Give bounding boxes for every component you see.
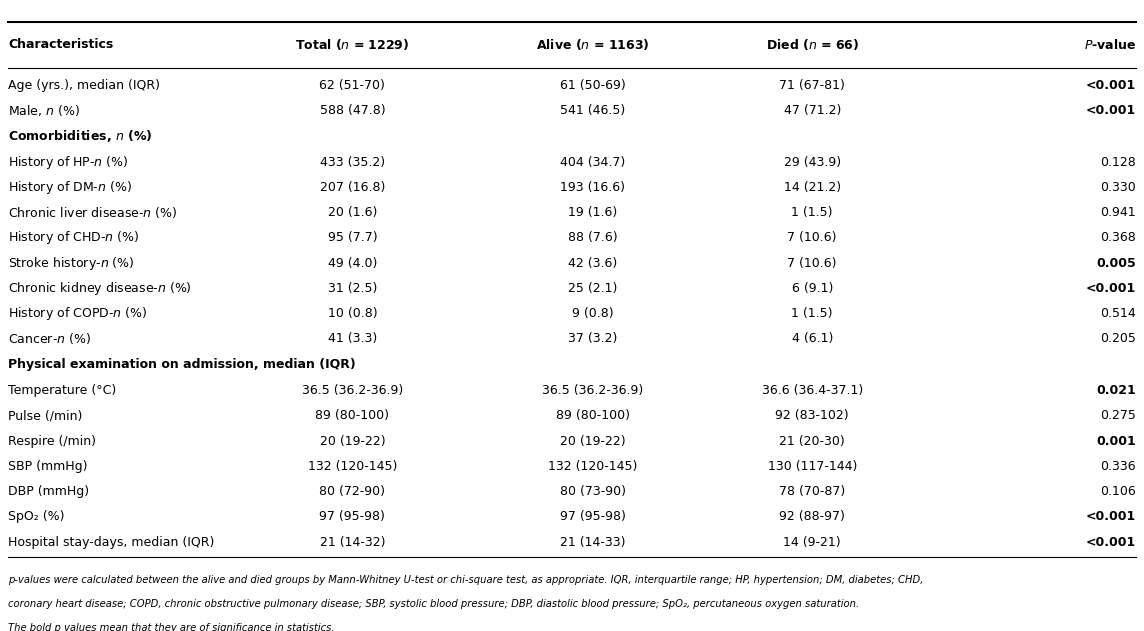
Text: 132 (120-145): 132 (120-145) [548, 460, 637, 473]
Text: 89 (80-100): 89 (80-100) [556, 410, 629, 422]
Text: Chronic liver disease-$\mathit{n}$ (%): Chronic liver disease-$\mathit{n}$ (%) [8, 205, 177, 220]
Text: 71 (67-81): 71 (67-81) [779, 79, 845, 91]
Text: 20 (19-22): 20 (19-22) [559, 435, 626, 447]
Text: 19 (1.6): 19 (1.6) [567, 206, 618, 219]
Text: DBP (mmHg): DBP (mmHg) [8, 485, 89, 498]
Text: 0.001: 0.001 [1096, 435, 1136, 447]
Text: 541 (46.5): 541 (46.5) [559, 104, 626, 117]
Text: 49 (4.0): 49 (4.0) [327, 257, 378, 269]
Text: coronary heart disease; COPD, chronic obstructive pulmonary disease; SBP, systol: coronary heart disease; COPD, chronic ob… [8, 599, 859, 609]
Text: The bold p values mean that they are of significance in statistics.: The bold p values mean that they are of … [8, 623, 334, 631]
Text: Chronic kidney disease-$\mathit{n}$ (%): Chronic kidney disease-$\mathit{n}$ (%) [8, 280, 192, 297]
Text: 21 (14-33): 21 (14-33) [559, 536, 626, 548]
Text: Alive ($\mathit{n}$ = 1163): Alive ($\mathit{n}$ = 1163) [535, 37, 650, 52]
Text: 36.6 (36.4-37.1): 36.6 (36.4-37.1) [762, 384, 863, 397]
Text: 25 (2.1): 25 (2.1) [567, 282, 618, 295]
Text: 10 (0.8): 10 (0.8) [327, 307, 378, 320]
Text: 36.5 (36.2-36.9): 36.5 (36.2-36.9) [542, 384, 643, 397]
Text: 29 (43.9): 29 (43.9) [784, 156, 841, 168]
Text: Physical examination on admission, median (IQR): Physical examination on admission, media… [8, 358, 356, 371]
Text: Comorbidities, $\mathit{n}$ (%): Comorbidities, $\mathit{n}$ (%) [8, 128, 152, 144]
Text: 0.330: 0.330 [1101, 181, 1136, 194]
Text: 0.514: 0.514 [1101, 307, 1136, 320]
Text: Stroke history-$\mathit{n}$ (%): Stroke history-$\mathit{n}$ (%) [8, 255, 135, 271]
Text: Total ($\mathit{n}$ = 1229): Total ($\mathit{n}$ = 1229) [295, 37, 410, 52]
Text: Cancer-$\mathit{n}$ (%): Cancer-$\mathit{n}$ (%) [8, 331, 92, 346]
Text: <0.001: <0.001 [1086, 510, 1136, 523]
Text: 0.205: 0.205 [1101, 333, 1136, 345]
Text: 21 (20-30): 21 (20-30) [779, 435, 845, 447]
Text: 88 (7.6): 88 (7.6) [567, 232, 618, 244]
Text: Hospital stay-days, median (IQR): Hospital stay-days, median (IQR) [8, 536, 214, 548]
Text: 92 (88-97): 92 (88-97) [779, 510, 845, 523]
Text: 36.5 (36.2-36.9): 36.5 (36.2-36.9) [302, 384, 403, 397]
Text: Died ($\mathit{n}$ = 66): Died ($\mathit{n}$ = 66) [765, 37, 859, 52]
Text: History of COPD-$\mathit{n}$ (%): History of COPD-$\mathit{n}$ (%) [8, 305, 148, 322]
Text: Respire (/min): Respire (/min) [8, 435, 96, 447]
Text: <0.001: <0.001 [1086, 282, 1136, 295]
Text: 0.941: 0.941 [1101, 206, 1136, 219]
Text: 80 (72-90): 80 (72-90) [319, 485, 386, 498]
Text: 78 (70-87): 78 (70-87) [779, 485, 845, 498]
Text: 97 (95-98): 97 (95-98) [319, 510, 386, 523]
Text: 207 (16.8): 207 (16.8) [319, 181, 386, 194]
Text: 404 (34.7): 404 (34.7) [559, 156, 626, 168]
Text: 97 (95-98): 97 (95-98) [559, 510, 626, 523]
Text: 61 (50-69): 61 (50-69) [559, 79, 626, 91]
Text: 9 (0.8): 9 (0.8) [572, 307, 613, 320]
Text: 0.336: 0.336 [1101, 460, 1136, 473]
Text: 95 (7.7): 95 (7.7) [327, 232, 378, 244]
Text: 0.128: 0.128 [1101, 156, 1136, 168]
Text: Pulse (/min): Pulse (/min) [8, 410, 82, 422]
Text: SBP (mmHg): SBP (mmHg) [8, 460, 87, 473]
Text: 31 (2.5): 31 (2.5) [327, 282, 378, 295]
Text: <0.001: <0.001 [1086, 536, 1136, 548]
Text: 7 (10.6): 7 (10.6) [787, 257, 837, 269]
Text: 1 (1.5): 1 (1.5) [792, 206, 833, 219]
Text: $\mathit{P}$-value: $\mathit{P}$-value [1083, 38, 1136, 52]
Text: 47 (71.2): 47 (71.2) [784, 104, 841, 117]
Text: SpO₂ (%): SpO₂ (%) [8, 510, 64, 523]
Text: 0.005: 0.005 [1096, 257, 1136, 269]
Text: History of DM-$\mathit{n}$ (%): History of DM-$\mathit{n}$ (%) [8, 179, 132, 196]
Text: 20 (1.6): 20 (1.6) [327, 206, 378, 219]
Text: 37 (3.2): 37 (3.2) [567, 333, 618, 345]
Text: 130 (117-144): 130 (117-144) [768, 460, 857, 473]
Text: <0.001: <0.001 [1086, 104, 1136, 117]
Text: 433 (35.2): 433 (35.2) [320, 156, 384, 168]
Text: 80 (73-90): 80 (73-90) [559, 485, 626, 498]
Text: History of CHD-$\mathit{n}$ (%): History of CHD-$\mathit{n}$ (%) [8, 230, 140, 246]
Text: 14 (9-21): 14 (9-21) [784, 536, 841, 548]
Text: 1 (1.5): 1 (1.5) [792, 307, 833, 320]
Text: History of HP-$\mathit{n}$ (%): History of HP-$\mathit{n}$ (%) [8, 154, 128, 170]
Text: Temperature (°C): Temperature (°C) [8, 384, 117, 397]
Text: 193 (16.6): 193 (16.6) [561, 181, 625, 194]
Text: p-values were calculated between the alive and died groups by Mann-Whitney U-tes: p-values were calculated between the ali… [8, 575, 923, 585]
Text: 92 (83-102): 92 (83-102) [776, 410, 849, 422]
Text: 89 (80-100): 89 (80-100) [316, 410, 389, 422]
Text: 14 (21.2): 14 (21.2) [784, 181, 841, 194]
Text: 0.368: 0.368 [1101, 232, 1136, 244]
Text: 0.106: 0.106 [1101, 485, 1136, 498]
Text: 41 (3.3): 41 (3.3) [327, 333, 378, 345]
Text: 21 (14-32): 21 (14-32) [319, 536, 386, 548]
Text: 0.021: 0.021 [1096, 384, 1136, 397]
Text: 588 (47.8): 588 (47.8) [319, 104, 386, 117]
Text: 6 (9.1): 6 (9.1) [792, 282, 833, 295]
Text: 20 (19-22): 20 (19-22) [319, 435, 386, 447]
Text: Male, $\mathit{n}$ (%): Male, $\mathit{n}$ (%) [8, 103, 80, 118]
Text: 42 (3.6): 42 (3.6) [567, 257, 618, 269]
Text: 62 (51-70): 62 (51-70) [319, 79, 386, 91]
Text: 7 (10.6): 7 (10.6) [787, 232, 837, 244]
Text: 0.275: 0.275 [1101, 410, 1136, 422]
Text: 4 (6.1): 4 (6.1) [792, 333, 833, 345]
Text: Characteristics: Characteristics [8, 38, 113, 51]
Text: <0.001: <0.001 [1086, 79, 1136, 91]
Text: Age (yrs.), median (IQR): Age (yrs.), median (IQR) [8, 79, 160, 91]
Text: 132 (120-145): 132 (120-145) [308, 460, 397, 473]
